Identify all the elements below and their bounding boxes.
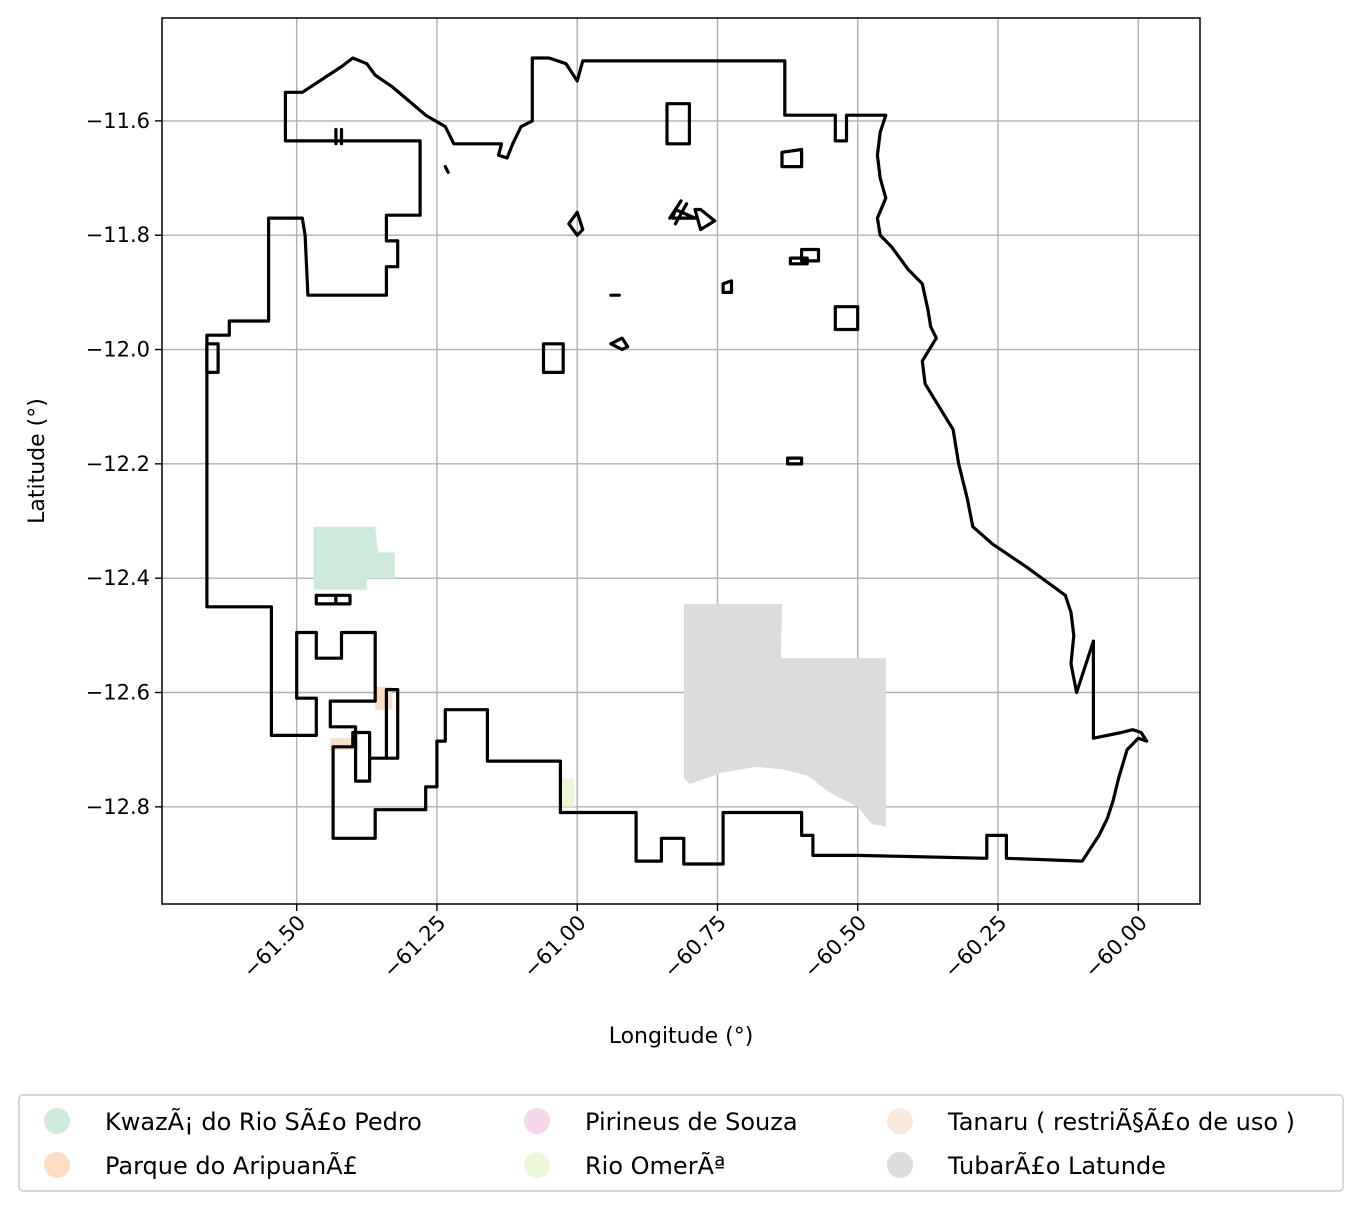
municipality-boundary xyxy=(205,56,1149,866)
x-tick-label-6: −60.00 xyxy=(1080,911,1152,983)
grid-lines xyxy=(162,18,1200,904)
legend-label-4: Tanaru ( restriÃ§Ã£o de uso ) xyxy=(947,1106,1295,1136)
legend-marker-2 xyxy=(524,1108,550,1134)
boundary-island-13 xyxy=(609,336,630,352)
boundary-island-11 xyxy=(788,256,809,266)
boundary-outline xyxy=(205,56,1149,866)
x-tick-label-3: −60.75 xyxy=(659,911,731,983)
boundary-stroke-4 xyxy=(673,202,689,226)
legend-label-3: Rio OmerÃª xyxy=(585,1150,725,1180)
y-tick-label-3: −12.2 xyxy=(86,452,150,476)
legend-label-5: TubarÃ£o Latunde xyxy=(947,1150,1166,1180)
legend: KwazÃ¡ do Rio SÃ£o Pedro Parque do Aripua… xyxy=(18,1094,1344,1192)
region-4 xyxy=(683,603,886,827)
plot-frame xyxy=(161,17,1201,905)
boundary-island-14 xyxy=(785,456,804,466)
boundary-stroke-0 xyxy=(443,165,450,174)
region-0 xyxy=(313,526,395,590)
region-3 xyxy=(560,778,575,807)
y-tick-label-2: −12.0 xyxy=(86,338,150,362)
x-axis: −61.50 −61.25 −61.00 −60.75 −60.50 −60.25 −60.… xyxy=(238,904,1152,982)
legend-label-1: Parque do AripuanÃ£ xyxy=(105,1150,358,1180)
boundary-island-0 xyxy=(205,342,220,374)
x-tick-label-2: −61.00 xyxy=(519,911,591,983)
x-tick-label-0: −61.50 xyxy=(238,911,310,983)
legend-marker-5 xyxy=(887,1152,913,1178)
y-tick-label-6: −12.8 xyxy=(86,795,150,819)
y-tick-label-0: −11.6 xyxy=(86,109,150,133)
boundary-island-4 xyxy=(780,147,804,169)
legend-label-2: Pirineus de Souza xyxy=(585,1108,798,1136)
boundary-island-7 xyxy=(567,210,585,237)
legend-marker-0 xyxy=(44,1108,70,1134)
boundary-island-2 xyxy=(334,593,352,606)
boundary-island-1 xyxy=(314,593,338,606)
boundary-island-5 xyxy=(541,342,565,374)
legend-marker-4 xyxy=(887,1108,913,1134)
y-axis: −11.6 −11.8 −12.0 −12.2 −12.4 −12.6 −12.8 xyxy=(86,109,162,819)
boundary-stroke-5 xyxy=(668,199,683,220)
x-axis-label: Longitude (°) xyxy=(609,1024,754,1049)
boundary-island-3 xyxy=(665,102,692,146)
x-tick-label-4: −60.50 xyxy=(799,911,871,983)
boundary-island-9 xyxy=(693,207,717,232)
territory-regions xyxy=(313,526,886,827)
boundary-island-12 xyxy=(721,279,734,294)
y-tick-label-4: −12.4 xyxy=(86,566,150,590)
boundary-island-6 xyxy=(833,305,860,332)
legend-marker-3 xyxy=(524,1152,550,1178)
legend-marker-1 xyxy=(44,1152,70,1178)
y-tick-label-5: −12.6 xyxy=(86,681,150,705)
x-tick-label-5: −60.25 xyxy=(940,911,1012,983)
y-tick-label-1: −11.8 xyxy=(86,223,150,247)
legend-box xyxy=(18,1094,1344,1192)
legend-label-0: KwazÃ¡ do Rio SÃ£o Pedro xyxy=(105,1106,422,1136)
x-tick-label-1: −61.25 xyxy=(379,911,451,983)
y-axis-label: Latitude (°) xyxy=(25,398,50,524)
